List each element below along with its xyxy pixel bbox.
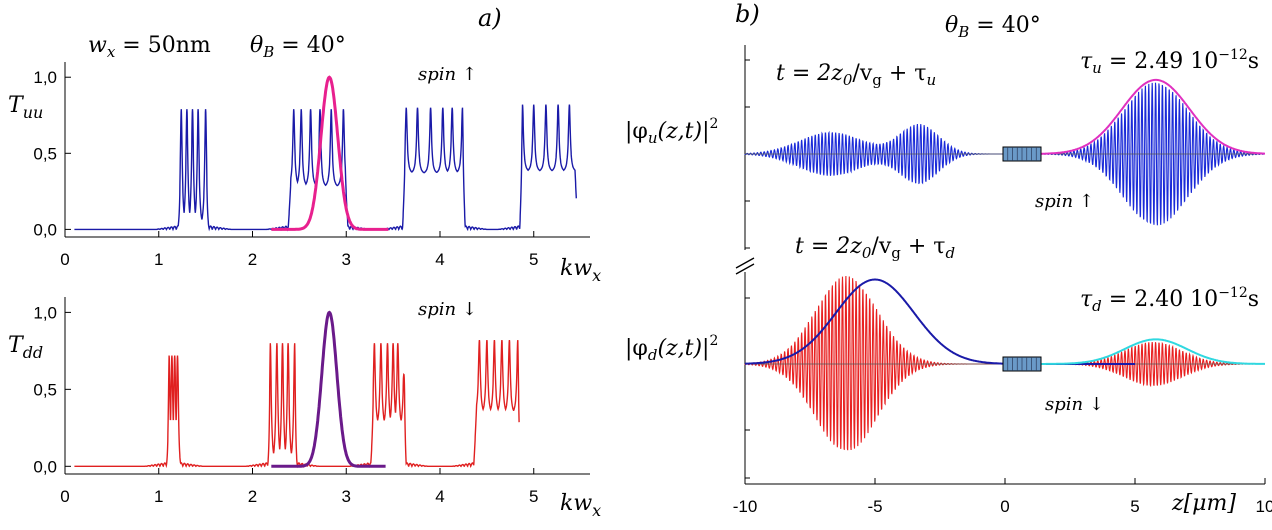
tuu-ylabel: Tuu [8, 93, 43, 122]
chart-tdd: Tdd 0,0 0,5 1,0 0 1 2 3 4 5 spin ↓ kwx [8, 297, 601, 520]
tuu-xtick-label: 0 [60, 250, 69, 269]
tdd-ylabel: Tdd [8, 333, 43, 362]
phi-u-envelope [1033, 78, 1265, 155]
tdd-annotation: spin ↓ [418, 299, 477, 320]
tuu-xtick-label: 5 [529, 250, 538, 269]
tdd-series [74, 310, 520, 469]
tuu-xtick-label: 2 [248, 250, 257, 269]
tdd-ytick-label: 0,0 [33, 457, 57, 476]
phi-u-ylabel: |φu(z,t)|2 [625, 116, 718, 147]
tdd-ytick-label: 0,5 [33, 380, 57, 399]
phi-xtick-label: -5 [867, 497, 882, 516]
phi-u-time-label: t = 2z0/vg + τu [776, 61, 936, 89]
tdd-xtick-label: 3 [342, 487, 351, 506]
phi-xtick-label: 0 [1000, 497, 1009, 516]
phi-xtick-label: 5 [1130, 497, 1139, 516]
tuu-xtick-label: 1 [154, 250, 163, 269]
phi-u-annotation: spin ↑ [1035, 191, 1094, 212]
tuu-ytick-label: 1,0 [33, 68, 57, 87]
phi-d-ylabel: |φd(z,t)|2 [625, 333, 718, 364]
axis-break-mark-2 [735, 263, 755, 275]
tuu-ytick-label: 0,5 [33, 144, 57, 163]
tdd-yticks: 0,0 0,5 1,0 [33, 303, 71, 476]
tuu-xticks: 0 1 2 3 4 5 [60, 231, 538, 269]
tdd-xticks: 0 1 2 3 4 5 [60, 468, 538, 506]
tuu-series [74, 75, 577, 232]
phi-xtick-label: -10 [733, 497, 758, 516]
tuu-header-left: wx = 50nm [88, 33, 211, 61]
tdd-xtick-label: 5 [529, 487, 538, 506]
phi-d-series [744, 275, 1265, 451]
tuu-ytick-label: 0,0 [33, 220, 57, 239]
phi-u-series [744, 78, 1265, 226]
phi-xtick-label: 10 [1256, 497, 1272, 516]
tdd-xtick-label: 0 [60, 487, 69, 506]
phi-u-header: θB = 40° [945, 13, 1041, 41]
phi-d-time-label: t = 2z0/vg + τd [795, 234, 955, 262]
tuu-yticks: 0,0 0,5 1,0 [33, 68, 71, 239]
phi-d-xlabel: z[μm] [1171, 491, 1236, 516]
tdd-xtick-label: 1 [154, 487, 163, 506]
tdd-xtick-label: 4 [435, 487, 444, 506]
phi-d-envelope [745, 278, 1135, 365]
phi-d-annotation: spin ↓ [1045, 394, 1104, 415]
tuu-xtick-label: 3 [342, 250, 351, 269]
tdd-transmission-curve [74, 340, 520, 469]
phi-xticks: -10 -5 0 5 10 [733, 478, 1272, 516]
tuu-annotation: spin ↑ [418, 64, 477, 85]
tuu-gaussian-curve [271, 75, 389, 231]
tuu-xlabel: kwx [560, 256, 601, 285]
phi-d-tau-label: τd = 2.40 10−12s [1080, 285, 1259, 315]
tuu-xtick-label: 4 [435, 250, 444, 269]
tuu-header-right: θB = 40° [250, 33, 346, 61]
phi-d-envelope [1033, 338, 1265, 365]
tdd-xlabel: kwx [560, 491, 601, 520]
chart-tuu: a) wx = 50nm θB = 40° Tuu 0,0 0,5 1,0 0 1 2 3… [8, 4, 601, 285]
tdd-ytick-label: 1,0 [33, 303, 57, 322]
tdd-gaussian-curve [271, 310, 386, 468]
panel-label-a: a) [478, 4, 502, 32]
axis-break-mark-1 [735, 257, 755, 269]
panel-label-b: b) [735, 0, 760, 28]
chart-phi: b) θB = 40° -10 -5 0 5 10 t = 2z0/vg + τu τu… [625, 0, 1272, 516]
phi-u-tau-label: τu = 2.49 10−12s [1080, 47, 1259, 77]
tdd-xtick-label: 2 [248, 487, 257, 506]
tuu-transmission-curve [74, 104, 577, 232]
